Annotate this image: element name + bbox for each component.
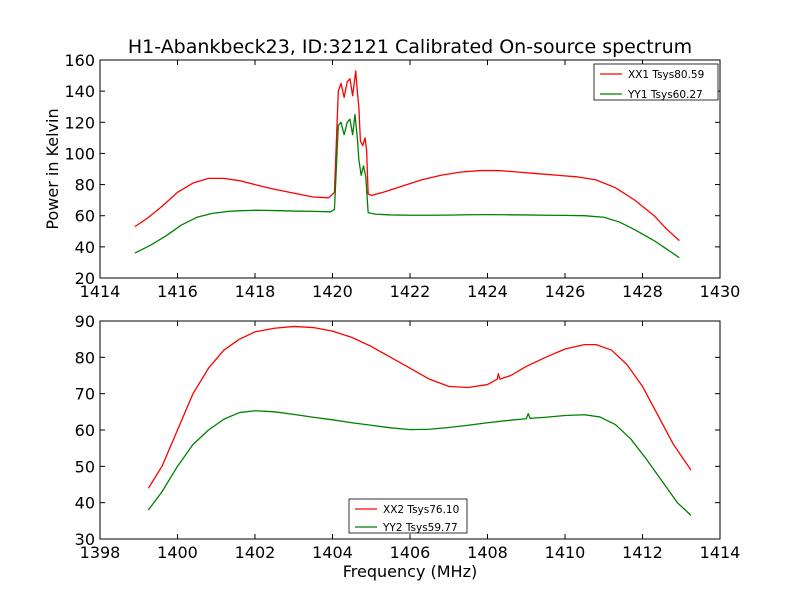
x-tick-label: 1408 bbox=[467, 543, 508, 562]
x-tick-label: 1412 bbox=[622, 543, 663, 562]
x-tick-label: 1414 bbox=[80, 282, 121, 301]
chart-title: H1-Abankbeck23, ID:32121 Calibrated On-s… bbox=[128, 36, 692, 58]
y-tick-label: 100 bbox=[64, 144, 95, 163]
x-axis-label: Frequency (MHz) bbox=[343, 562, 477, 581]
y-tick-label: 160 bbox=[64, 51, 95, 70]
x-tick-label: 1416 bbox=[157, 282, 198, 301]
y-axis-label: Power in Kelvin bbox=[43, 108, 62, 229]
series-line-xx1 bbox=[134, 70, 680, 242]
legend-entry: YY1 Tsys60.27 bbox=[627, 89, 703, 101]
legend: XX2 Tsys76.10 YY2 Tsys59.77 bbox=[348, 498, 468, 534]
y-tick-label: 50 bbox=[75, 457, 95, 476]
y-tick-label: 30 bbox=[75, 530, 95, 549]
y-tick-label: 60 bbox=[75, 421, 95, 440]
legend-entry: XX1 Tsys80.59 bbox=[628, 69, 704, 81]
y-tick-label: 140 bbox=[64, 82, 95, 101]
x-tick-label: 1418 bbox=[235, 282, 276, 301]
y-tick-label: 90 bbox=[75, 312, 95, 331]
y-tick-label: 40 bbox=[75, 238, 95, 257]
y-tick-label: 20 bbox=[75, 269, 95, 288]
y-tick-label: 120 bbox=[64, 113, 95, 132]
x-tick-label: 1400 bbox=[157, 543, 198, 562]
top-plot-panel: 1414 1416 1418 1420 1422 1424 1426 1428 1430 20 40… bbox=[43, 51, 740, 301]
x-tick-label: 1398 bbox=[80, 543, 121, 562]
x-tick-label: 1404 bbox=[312, 543, 353, 562]
series-line-yy2 bbox=[147, 410, 692, 516]
x-tick-label: 1402 bbox=[235, 543, 276, 562]
y-tick-label: 60 bbox=[75, 207, 95, 226]
x-tick-label: 1430 bbox=[700, 282, 741, 301]
y-tick-label: 40 bbox=[75, 494, 95, 513]
y-tick-label: 80 bbox=[75, 348, 95, 367]
legend: XX1 Tsys80.59 YY1 Tsys60.27 bbox=[593, 63, 719, 101]
series-line-xx2 bbox=[147, 325, 692, 489]
x-tick-label: 1424 bbox=[467, 282, 508, 301]
x-tick-label: 1420 bbox=[312, 282, 353, 301]
x-tick-label: 1422 bbox=[390, 282, 431, 301]
x-tick-label: 1428 bbox=[622, 282, 663, 301]
bottom-plot-panel: 1398 1400 1402 1404 1406 1408 1410 1412 1414 30 40… bbox=[75, 312, 741, 581]
x-tick-label: 1406 bbox=[390, 543, 431, 562]
x-tick-label: 1410 bbox=[545, 543, 586, 562]
x-tick-label: 1426 bbox=[545, 282, 586, 301]
y-tick-label: 70 bbox=[75, 385, 95, 404]
y-tick-label: 80 bbox=[75, 176, 95, 195]
series-line-yy1 bbox=[134, 113, 680, 259]
x-tick-label: 1414 bbox=[700, 543, 741, 562]
legend-entry: YY2 Tsys59.77 bbox=[382, 522, 458, 534]
legend-entry: XX2 Tsys76.10 bbox=[383, 504, 459, 516]
